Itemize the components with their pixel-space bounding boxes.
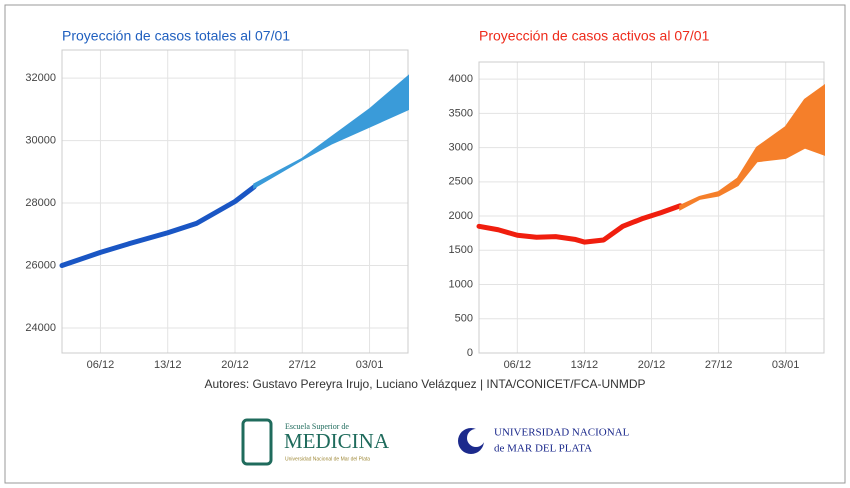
logo-text: MEDICINA: [284, 429, 390, 453]
authors: Autores: Gustavo Pereyra Irujo, Luciano …: [204, 377, 645, 391]
x-tick-label: 20/12: [221, 359, 249, 371]
y-tick-label: 30000: [25, 134, 56, 146]
y-tick-label: 4000: [449, 73, 473, 85]
logo-text: Escuela Superior de: [285, 422, 349, 431]
y-tick-label: 28000: [25, 197, 56, 209]
y-tick-label: 2000: [449, 210, 473, 222]
y-tick-label: 0: [467, 347, 473, 359]
x-tick-label: 03/01: [772, 359, 800, 371]
projection-band: [679, 84, 825, 211]
y-tick-label: 1500: [449, 244, 473, 256]
plot-border: [61, 49, 409, 354]
y-tick-label: 2500: [449, 176, 473, 188]
x-tick-label: 20/12: [638, 359, 666, 371]
data-line: [476, 203, 683, 245]
y-tick-label: 32000: [25, 72, 56, 84]
y-tick-label: 26000: [25, 259, 56, 271]
projection-band: [253, 74, 409, 190]
x-tick-label: 27/12: [289, 359, 317, 371]
y-tick-label: 1000: [449, 278, 473, 290]
logo-medicina: Escuela Superior de MEDICINA Universidad…: [241, 418, 390, 466]
y-tick-label: 3500: [449, 107, 473, 119]
chart-title: Proyección de casos activos al 07/01: [479, 28, 710, 44]
logo-icon: [241, 418, 273, 466]
frame: [4, 4, 846, 484]
data-line: [59, 184, 257, 269]
logo-unmdp: UNIVERSIDAD NACIONAL de MAR DEL PLATA: [458, 427, 630, 455]
x-tick-label: 27/12: [705, 359, 733, 371]
y-tick-label: 24000: [25, 322, 56, 334]
y-tick-label: 500: [455, 313, 473, 325]
logo-text: UNIVERSIDAD NACIONAL: [494, 427, 630, 439]
x-tick-label: 06/12: [87, 359, 115, 371]
x-tick-label: 06/12: [504, 359, 532, 371]
logo-text: Universidad Nacional de Mar del Plata: [285, 456, 370, 462]
x-tick-label: 13/12: [154, 359, 182, 371]
chart-title: Proyección de casos totales al 07/01: [62, 28, 290, 44]
plot-border: [478, 61, 825, 354]
y-tick-label: 3000: [449, 141, 473, 153]
x-tick-label: 03/01: [356, 359, 384, 371]
logo-icon: [467, 429, 485, 447]
x-tick-label: 13/12: [571, 359, 599, 371]
logo-text: de MAR DEL PLATA: [494, 443, 592, 455]
